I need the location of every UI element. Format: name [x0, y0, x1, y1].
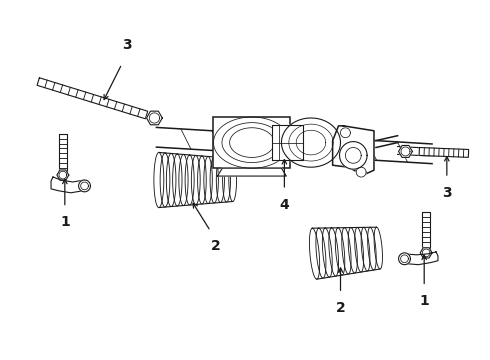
Polygon shape — [59, 134, 67, 173]
Polygon shape — [398, 145, 413, 157]
Polygon shape — [51, 177, 86, 193]
Polygon shape — [356, 167, 366, 177]
Polygon shape — [402, 252, 438, 265]
Polygon shape — [214, 117, 290, 168]
Text: 1: 1 — [419, 294, 429, 308]
Polygon shape — [271, 125, 303, 160]
Polygon shape — [57, 170, 69, 180]
Polygon shape — [37, 78, 147, 119]
Polygon shape — [340, 141, 367, 169]
Text: 1: 1 — [60, 215, 70, 229]
Polygon shape — [398, 253, 411, 265]
Polygon shape — [333, 126, 374, 175]
Polygon shape — [281, 118, 341, 167]
Text: 2: 2 — [336, 301, 345, 315]
Polygon shape — [419, 148, 468, 157]
Text: 2: 2 — [211, 239, 220, 253]
Text: 4: 4 — [279, 198, 289, 212]
Polygon shape — [218, 168, 286, 176]
Text: 3: 3 — [442, 186, 452, 200]
Polygon shape — [420, 248, 432, 258]
Polygon shape — [147, 111, 162, 125]
Polygon shape — [78, 180, 91, 192]
Text: 3: 3 — [122, 38, 132, 52]
Polygon shape — [422, 212, 430, 252]
Polygon shape — [341, 128, 350, 138]
